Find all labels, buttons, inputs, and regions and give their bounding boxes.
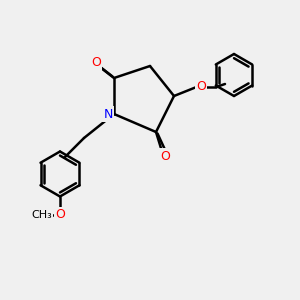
Text: O: O — [160, 149, 170, 163]
Text: O: O — [91, 56, 101, 70]
Text: N: N — [103, 107, 113, 121]
Text: CH₃: CH₃ — [32, 209, 52, 220]
Text: O: O — [55, 208, 65, 221]
Text: O: O — [196, 80, 206, 94]
